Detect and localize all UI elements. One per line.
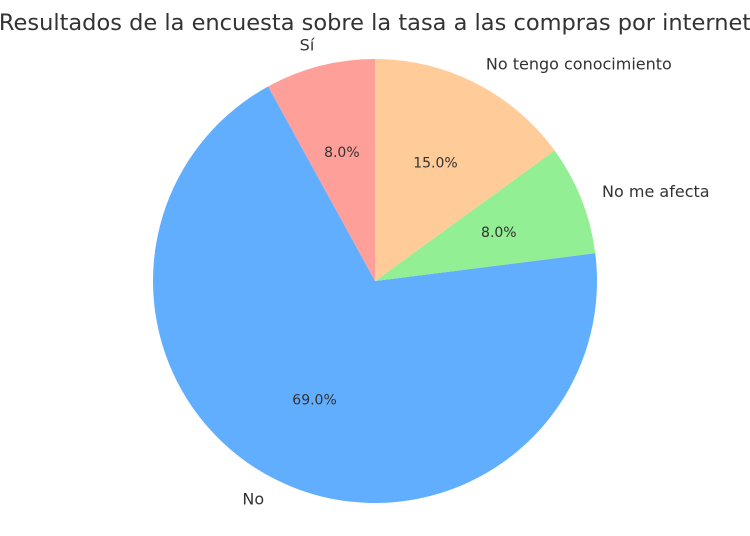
slice-label: No tengo conocimiento — [486, 54, 672, 73]
slice-label: No — [242, 490, 264, 509]
slice-label: Sí — [300, 35, 315, 54]
pie-slice — [375, 59, 555, 281]
chart-title: Resultados de la encuesta sobre la tasa … — [0, 10, 750, 36]
slice-percentage: 8.0% — [481, 225, 517, 241]
pie-slice — [268, 59, 375, 281]
pie-slice — [153, 86, 598, 504]
slice-percentage: 8.0% — [324, 145, 360, 161]
slice-percentage: 69.0% — [292, 393, 336, 409]
pie-slice — [375, 150, 596, 281]
slice-percentage: 15.0% — [413, 155, 457, 171]
slice-label: No me afecta — [602, 182, 710, 201]
